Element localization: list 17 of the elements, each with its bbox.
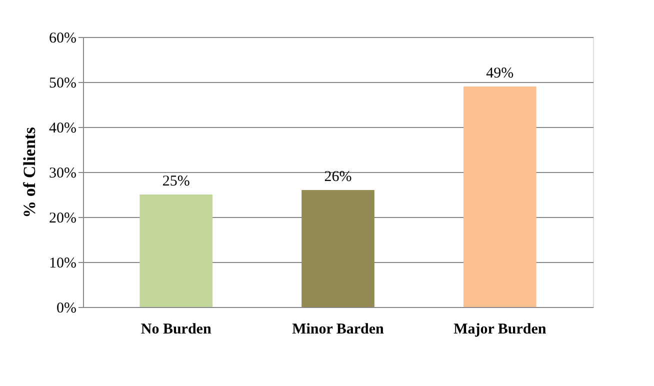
y-tick-label: 10% bbox=[49, 256, 76, 272]
y-tick-label: 50% bbox=[49, 76, 76, 92]
bar bbox=[140, 194, 213, 307]
data-label: 26% bbox=[324, 169, 352, 185]
data-label: 25% bbox=[162, 174, 190, 190]
y-tick-label: 20% bbox=[49, 210, 76, 226]
y-tick-label: 0% bbox=[56, 300, 76, 316]
y-axis-title: % of Clients bbox=[20, 126, 40, 218]
x-tick-label: No Burden bbox=[140, 322, 212, 338]
y-tick-label: 40% bbox=[49, 120, 76, 136]
bar bbox=[302, 190, 374, 307]
y-tick-label: 30% bbox=[49, 166, 76, 182]
x-tick-label: Minor Barden bbox=[292, 322, 385, 338]
y-tick-label: 60% bbox=[49, 30, 76, 46]
x-tick-label: Major Burden bbox=[454, 322, 547, 338]
data-label: 49% bbox=[486, 66, 514, 82]
bar bbox=[463, 86, 536, 307]
